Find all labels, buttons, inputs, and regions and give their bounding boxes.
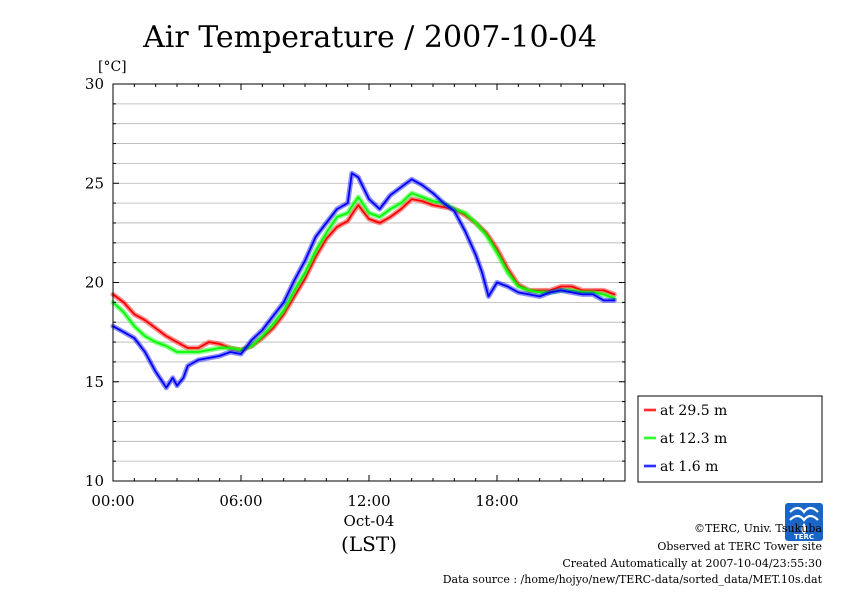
series-3: [110, 170, 617, 391]
credits-block: ©TERC, Univ. Tsukuba Observed at TERC To…: [443, 522, 823, 586]
series-line: [112, 172, 616, 389]
legend-box: [637, 395, 823, 483]
terc-logo-mark: [785, 503, 823, 541]
legend-label: at 1.6 m: [660, 459, 718, 475]
y-tick-label: 10: [85, 472, 104, 490]
terc-logo-text: TERC: [794, 533, 814, 541]
x-tick-label: 00:00: [91, 492, 134, 510]
series-layer: [110, 170, 617, 391]
y-tick-label: 25: [85, 174, 104, 192]
series-line-halo: [110, 196, 617, 353]
series-2: [110, 190, 617, 355]
x-tick-label: 12:00: [347, 492, 390, 510]
legend-label: at 12.3 m: [660, 431, 727, 447]
legend: at 29.5 m at 12.3 m at 1.6 m: [637, 395, 823, 483]
credit-source: Data source : /home/hojyo/new/TERC-data/…: [443, 573, 823, 586]
axis-ticks: [112, 83, 626, 482]
grid-lines: [113, 103, 625, 462]
credit-site: Observed at TERC Tower site: [657, 540, 822, 553]
legend-label: at 29.5 m: [660, 403, 727, 419]
terc-logo: TERC: [785, 503, 823, 541]
legend-item: at 12.3 m: [644, 431, 727, 447]
series-line-halo: [110, 190, 617, 355]
credit-copyright: ©TERC, Univ. Tsukuba: [694, 522, 822, 535]
y-tick-label: 20: [85, 274, 104, 292]
series-line: [112, 198, 616, 351]
x-axis-timezone-label: (LST): [341, 532, 397, 556]
y-tick-label: 30: [85, 75, 104, 93]
credit-created: Created Automatically at 2007-10-04/23:5…: [562, 557, 822, 570]
y-axis-unit-label: [°C]: [98, 59, 127, 75]
y-tick-label: 15: [85, 373, 104, 391]
x-tick-label: 18:00: [475, 492, 518, 510]
series-line: [112, 192, 616, 353]
legend-item: at 29.5 m: [644, 403, 727, 419]
chart-title: Air Temperature / 2007-10-04: [142, 20, 597, 55]
series-1: [110, 196, 617, 353]
x-tick-label: 06:00: [219, 492, 262, 510]
legend-item: at 1.6 m: [644, 459, 718, 475]
y-tick-labels: 30 25 20 15 10: [85, 75, 104, 490]
x-axis-date-label: Oct-04: [344, 512, 395, 530]
x-tick-labels: 00:00 06:00 12:00 18:00: [91, 492, 518, 510]
